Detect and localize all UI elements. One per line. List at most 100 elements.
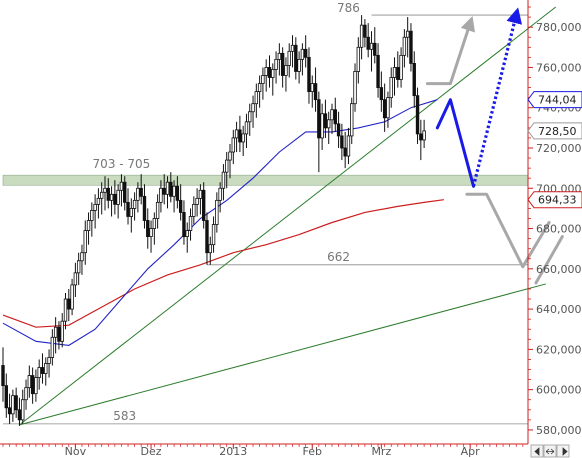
chart-navigation[interactable] [530, 444, 570, 458]
candle [310, 75, 314, 108]
candle-body [67, 298, 71, 310]
candle-body [323, 113, 328, 129]
candle-body [386, 97, 390, 119]
candle [300, 43, 305, 76]
candle-body [44, 363, 48, 374]
candle-body [317, 99, 321, 139]
candle-body [310, 83, 314, 93]
candle [303, 35, 308, 68]
candle [4, 373, 8, 418]
price-box-label: 694,33 [538, 194, 577, 207]
candle [373, 27, 377, 64]
x-tick-label: Apr [461, 445, 481, 458]
candle [165, 176, 170, 209]
candle [422, 119, 426, 148]
candle [96, 188, 101, 219]
candle-body [27, 375, 32, 389]
candle-body [320, 113, 324, 139]
x-axis: Nov Dez 2013 Feb Mrz Apr [0, 443, 528, 458]
candle [14, 387, 18, 418]
candle [17, 397, 22, 426]
candle [415, 87, 420, 144]
candle-body [231, 137, 235, 153]
y-tick-label: 620,000 [536, 343, 582, 356]
candle-body [182, 212, 186, 238]
level-label: 703 - 705 [93, 157, 151, 171]
candle-body [53, 326, 58, 338]
candle-body [57, 326, 61, 342]
candle [116, 184, 120, 219]
candle-body [70, 284, 74, 310]
y-axis: 580,000 600,000 620,000 640,000 660,000 680,0… [527, 0, 582, 444]
candle [356, 37, 361, 84]
candle [412, 51, 416, 108]
candle-body [1, 365, 5, 387]
candle [238, 115, 242, 153]
scroll-left-button[interactable] [530, 444, 544, 458]
candle [129, 198, 134, 233]
candle [254, 83, 259, 118]
zoom-out-icon [545, 448, 555, 455]
candle [379, 71, 384, 112]
candle [287, 43, 291, 78]
candle [80, 244, 84, 275]
price-box-frame [527, 122, 582, 140]
candle [1, 347, 5, 402]
candle-body [274, 58, 278, 70]
candle-body [90, 210, 94, 221]
candle-body [188, 216, 193, 231]
candle-body [162, 187, 166, 195]
y-tick-label: 640,000 [536, 303, 582, 316]
candle-body [73, 272, 78, 286]
scroll-right-button[interactable] [556, 444, 570, 458]
candle [73, 262, 78, 298]
zoom-out-button-frame[interactable] [543, 444, 557, 458]
candle [307, 47, 311, 104]
price-box: 694,33 [527, 191, 582, 209]
candle-body [300, 48, 305, 60]
moving-average-short [2, 99, 438, 346]
candle [241, 125, 245, 157]
candle [142, 184, 147, 229]
candle-body [132, 199, 137, 209]
candle-body [290, 44, 295, 52]
candle-body [113, 193, 117, 205]
candle-body [24, 387, 28, 401]
level-label: 786 [337, 1, 360, 15]
candle [21, 389, 25, 424]
candle [90, 202, 94, 237]
zoom-out-button[interactable] [543, 444, 557, 458]
candle-body [225, 159, 229, 173]
candle-body [313, 83, 318, 101]
candle-body [382, 99, 387, 119]
candle [44, 357, 48, 386]
candle-body [136, 187, 140, 201]
candle [175, 176, 180, 209]
candle-body [165, 181, 170, 195]
candle-body [271, 69, 275, 78]
y-tick-label: 720,000 [536, 142, 582, 155]
candle [63, 292, 68, 330]
candle-body [109, 193, 114, 201]
candle-body [419, 133, 423, 141]
price-box: 728,50 [527, 122, 582, 140]
candle-body [333, 109, 337, 125]
candle [215, 192, 219, 233]
candle [294, 37, 298, 80]
candle [399, 47, 403, 88]
candle-body [330, 109, 334, 121]
candle-body [294, 44, 298, 72]
candle [267, 55, 272, 88]
candle-body [303, 48, 308, 58]
candle [280, 47, 285, 88]
candle [205, 212, 209, 265]
y-tick-label: 600,000 [536, 384, 582, 397]
candle [149, 220, 153, 253]
candle-body [106, 187, 110, 201]
candle [208, 236, 212, 265]
candle-body [343, 147, 347, 157]
candle-body [307, 56, 311, 93]
candle [366, 23, 370, 58]
candle [369, 31, 374, 72]
candle-body [21, 399, 25, 421]
